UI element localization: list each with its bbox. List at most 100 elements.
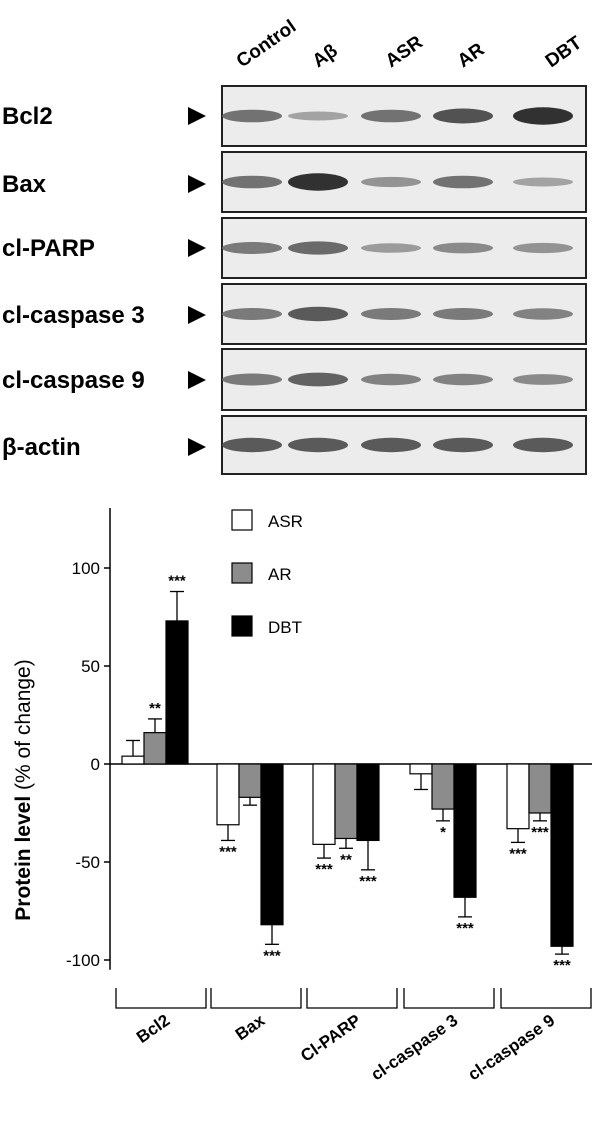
significance-label: *** — [456, 920, 474, 937]
y-tick-label: -100 — [66, 951, 100, 970]
category-bracket — [210, 988, 302, 1009]
category-label: cl-caspase 9 — [465, 1011, 559, 1085]
blot-band — [433, 437, 493, 453]
blot-band — [288, 111, 348, 121]
significance-label: *** — [168, 573, 186, 590]
legend-swatch — [231, 509, 253, 531]
blot-band — [288, 306, 348, 322]
lane-label: AR — [454, 39, 489, 72]
row-label: cl-caspase 9 — [2, 367, 145, 394]
y-axis-label-bold: Protein level — [12, 796, 35, 921]
legend-swatch — [231, 562, 253, 584]
bar — [550, 763, 574, 947]
blot-band — [361, 109, 421, 123]
blot-band — [222, 109, 282, 123]
category-bracket — [306, 988, 398, 1009]
blot-band — [288, 241, 348, 255]
bar — [528, 763, 552, 814]
row-label: cl-caspase 3 — [2, 302, 145, 329]
significance-label: *** — [219, 843, 237, 860]
legend-label: DBT — [268, 618, 302, 637]
arrowhead-icon — [188, 306, 206, 324]
bar — [238, 763, 262, 798]
bar — [260, 763, 284, 926]
bar — [143, 732, 167, 765]
significance-label: *** — [359, 873, 377, 890]
arrowhead-icon — [188, 239, 206, 257]
blot-band — [513, 242, 573, 254]
blot-band — [361, 437, 421, 453]
arrowhead-icon — [188, 107, 206, 125]
bar — [506, 763, 530, 830]
arrowhead-icon — [188, 371, 206, 389]
y-tick-label: -50 — [75, 853, 100, 872]
row-label: Bax — [2, 171, 47, 198]
arrowhead-icon — [188, 175, 206, 193]
legend-swatch — [231, 615, 253, 637]
blot-band — [513, 107, 573, 125]
blot-band — [433, 108, 493, 124]
category-bracket — [115, 988, 207, 1009]
bar — [121, 755, 145, 765]
bar — [431, 763, 455, 810]
y-tick-label: 100 — [72, 559, 100, 578]
significance-label: *** — [531, 824, 549, 841]
y-tick-label: 50 — [81, 657, 100, 676]
bar — [216, 763, 240, 826]
arrowhead-icon — [188, 438, 206, 456]
bar — [165, 620, 189, 765]
blot-band — [222, 308, 282, 320]
bar — [334, 763, 358, 840]
blot-band — [433, 242, 493, 254]
bar-chart: 100 50 0 -50 -100 Protein level (% of change)… — [12, 508, 592, 1085]
blot-band — [288, 372, 348, 387]
bar — [453, 763, 477, 898]
category-label: Bax — [232, 1010, 269, 1044]
category-label: Cl-PARP — [297, 1011, 364, 1066]
blot-band — [288, 437, 348, 453]
blot-band — [222, 242, 282, 254]
blot-band — [433, 175, 493, 189]
lane-label: Control — [233, 16, 300, 72]
category-label: Bcl2 — [133, 1011, 173, 1047]
blot-band — [222, 373, 282, 386]
row-label: cl-PARP — [2, 235, 95, 262]
category-bracket — [403, 988, 495, 1009]
blot-band — [288, 173, 348, 191]
lane-label: ASR — [382, 32, 427, 72]
blot-band — [513, 177, 573, 187]
significance-label: *** — [263, 947, 281, 964]
significance-label: * — [440, 824, 446, 841]
blot-band — [513, 437, 573, 453]
row-label: Bcl2 — [2, 103, 53, 130]
lane-label: DBT — [542, 32, 586, 72]
blot-band — [361, 373, 421, 386]
lane-label: Aβ — [309, 40, 342, 72]
blot-band — [222, 175, 282, 189]
blot-band — [433, 373, 493, 386]
row-label: β-actin — [2, 434, 81, 461]
western-blot-panel: Control Aβ ASR AR DBT Bcl2 Bax cl-PARP cl-caspas… — [2, 16, 587, 475]
legend-label: ASR — [268, 512, 303, 531]
blot-band — [513, 374, 573, 385]
bar — [356, 763, 380, 842]
significance-label: *** — [553, 957, 571, 974]
y-axis-label: Protein level (% of change) — [12, 659, 35, 920]
y-tick-label: 0 — [91, 755, 100, 774]
blot-band — [361, 176, 421, 188]
bar — [409, 763, 433, 775]
blot-band — [222, 437, 282, 453]
y-axis-label-unit: (% of change) — [12, 659, 35, 796]
blot-band — [361, 243, 421, 253]
bar — [312, 763, 336, 845]
significance-label: *** — [509, 845, 527, 862]
category-bracket — [500, 988, 592, 1009]
blot-band — [433, 308, 493, 320]
category-label: cl-caspase 3 — [368, 1011, 462, 1085]
blot-band — [513, 308, 573, 320]
significance-label: *** — [315, 861, 333, 878]
significance-label: ** — [149, 700, 161, 717]
blot-band — [361, 308, 421, 320]
significance-label: ** — [340, 851, 352, 868]
legend-label: AR — [268, 565, 292, 584]
